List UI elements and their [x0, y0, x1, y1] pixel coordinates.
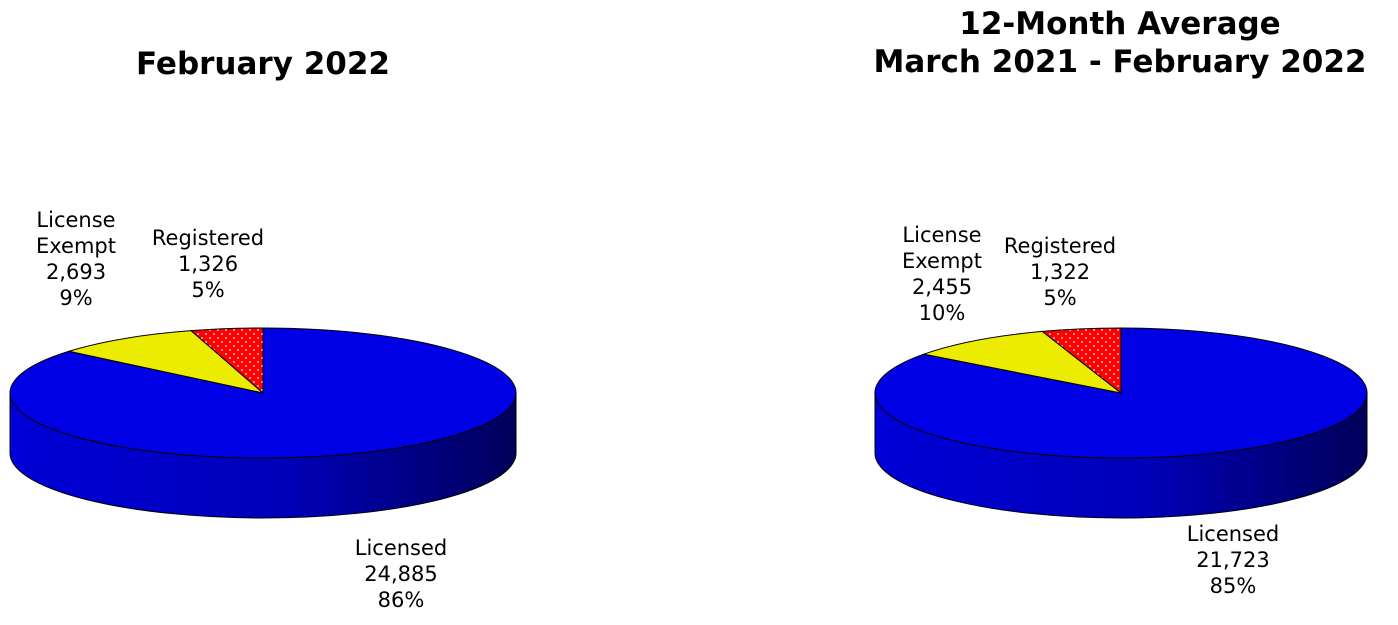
slice-percent: 85% [1209, 574, 1257, 598]
slice-label-registered: Registered 1,322 5% [1004, 233, 1116, 311]
pie-slice-registered [189, 327, 264, 395]
pie-chart-plot [9, 327, 517, 519]
pie-chart-12-month-average: 12-Month Average March 2021 - February 2… [700, 0, 1398, 625]
slice-label-licensed: Licensed 24,885 86% [355, 535, 448, 613]
slice-percent: 5% [191, 278, 225, 302]
slice-value: 2,693 [45, 260, 107, 284]
slice-label-license-exempt: License Exempt 2,693 9% [36, 207, 116, 311]
pie-chart-february-2022: February 2022 Licensed 24,885 86% License Ex… [0, 0, 660, 625]
slice-category: Registered [1003, 234, 1117, 258]
slice-label-registered: Registered 1,326 5% [152, 225, 264, 303]
slice-category: License [36, 208, 116, 232]
pie-slice-license-exempt [67, 330, 264, 394]
pie-slice-license-exempt [921, 330, 1122, 394]
pie-slice-registered [1040, 327, 1122, 395]
slice-percent: 86% [377, 588, 425, 612]
slice-category: Licensed [1186, 522, 1280, 546]
slice-value: 24,885 [364, 562, 438, 586]
slice-percent: 9% [59, 286, 93, 310]
slice-value: 21,723 [1196, 548, 1270, 572]
slice-value: 1,322 [1029, 260, 1091, 284]
slice-percent: 5% [1043, 286, 1077, 310]
slice-percent: 10% [918, 301, 966, 325]
slice-category: Exempt [36, 234, 116, 258]
chart-title: 12-Month Average March 2021 - February 2… [873, 6, 1367, 80]
slice-label-license-exempt: License Exempt 2,455 10% [902, 222, 982, 326]
slice-value: 1,326 [177, 252, 239, 276]
slice-category: Licensed [354, 536, 448, 560]
slice-label-licensed: Licensed 21,723 85% [1187, 521, 1280, 599]
slice-value: 2,455 [911, 275, 973, 299]
slice-category: Registered [151, 226, 265, 250]
slice-category: Exempt [902, 249, 982, 273]
chart-title: February 2022 [136, 46, 390, 82]
slice-category: License [902, 223, 982, 247]
pie-chart-plot [874, 327, 1368, 519]
